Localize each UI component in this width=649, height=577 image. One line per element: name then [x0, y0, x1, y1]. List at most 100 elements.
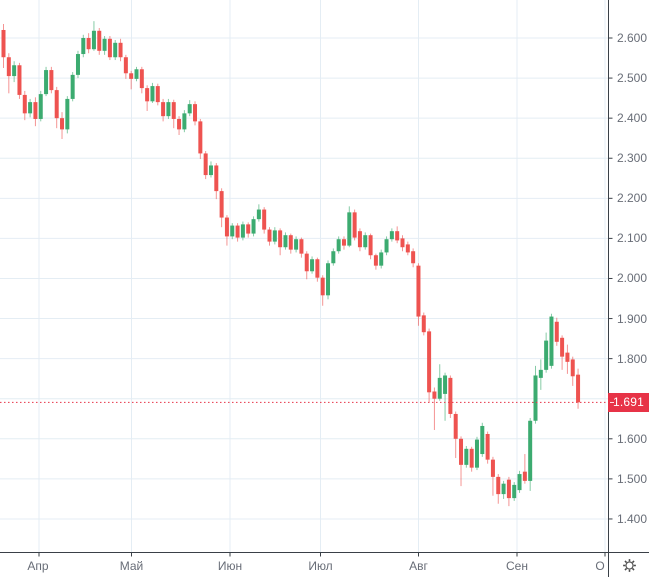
candle: [528, 420, 533, 481]
candle: [240, 224, 245, 238]
candle: [139, 69, 144, 89]
candle: [17, 65, 22, 95]
candle: [538, 369, 543, 378]
candle: [448, 377, 453, 414]
candle: [235, 225, 240, 238]
candle: [177, 118, 182, 130]
candle: [107, 38, 112, 58]
candle: [490, 459, 495, 477]
candle: [278, 230, 283, 248]
price-axis[interactable]: [609, 0, 649, 552]
gear-icon: [622, 558, 636, 572]
candle: [347, 212, 352, 246]
candle: [299, 239, 304, 254]
candle: [267, 229, 272, 242]
candle: [485, 433, 490, 460]
candle: [373, 255, 378, 266]
candle: [331, 251, 336, 264]
candle: [22, 94, 27, 114]
candle: [102, 38, 107, 51]
candle: [326, 263, 331, 296]
candle: [570, 359, 575, 377]
candle: [411, 251, 416, 264]
candle: [336, 239, 341, 252]
time-axis-settings-button[interactable]: [609, 553, 649, 577]
candle: [86, 38, 91, 50]
candle: [288, 235, 293, 250]
candle: [54, 90, 59, 119]
candle: [150, 86, 155, 102]
candle: [474, 439, 479, 468]
candle: [443, 375, 448, 394]
current-price-label: 1.691: [608, 392, 649, 412]
candle: [576, 374, 581, 403]
candle: [379, 252, 384, 266]
candle: [341, 239, 346, 246]
candle: [118, 42, 123, 58]
candle: [421, 315, 426, 333]
candle: [12, 65, 17, 77]
candle: [129, 73, 134, 79]
candle: [203, 153, 208, 176]
candle: [560, 337, 565, 357]
candle: [357, 231, 362, 248]
candle: [544, 340, 549, 370]
candle: [352, 212, 357, 238]
candle: [384, 239, 389, 253]
candle: [283, 235, 288, 248]
candle: [49, 70, 54, 91]
candle: [161, 102, 166, 117]
candle: [506, 479, 511, 499]
candle: [315, 259, 320, 278]
candle: [246, 224, 251, 234]
candle: [198, 121, 203, 154]
candle: [368, 235, 373, 256]
candle: [81, 38, 86, 55]
candle: [464, 448, 469, 465]
candle: [469, 448, 474, 468]
candle: [320, 277, 325, 296]
candle: [416, 265, 421, 317]
candle: [480, 425, 485, 455]
candle: [459, 438, 464, 465]
candle: [123, 57, 128, 74]
candle: [134, 69, 139, 79]
candle: [65, 98, 70, 130]
candle: [310, 259, 315, 272]
candle: [44, 70, 49, 95]
candle: [219, 191, 224, 218]
candle: [224, 217, 229, 237]
candle: [496, 476, 501, 495]
candle: [437, 377, 442, 399]
candle: [208, 165, 213, 176]
candle: [38, 94, 43, 119]
candle: [405, 244, 410, 253]
time-axis[interactable]: [0, 553, 608, 577]
candle: [1, 29, 6, 58]
candle: [389, 231, 394, 240]
candle: [251, 219, 256, 234]
candle: [97, 30, 102, 51]
candle: [517, 474, 522, 491]
current-price-value: 1.691: [612, 395, 645, 410]
candle: [512, 484, 517, 499]
candle: [272, 230, 277, 242]
candle: [6, 57, 11, 77]
candle: [75, 54, 80, 75]
candle: [262, 209, 267, 230]
candle: [549, 316, 554, 366]
candle: [145, 88, 150, 102]
candle: [400, 238, 405, 248]
candle: [33, 102, 38, 119]
candle: [70, 74, 75, 99]
candle: [60, 118, 65, 130]
candle: [182, 113, 187, 130]
candle: [113, 42, 118, 58]
candle: [565, 352, 570, 362]
candle: [193, 104, 198, 122]
candle: [501, 483, 506, 495]
candle: [304, 253, 309, 272]
candle: [453, 413, 458, 439]
